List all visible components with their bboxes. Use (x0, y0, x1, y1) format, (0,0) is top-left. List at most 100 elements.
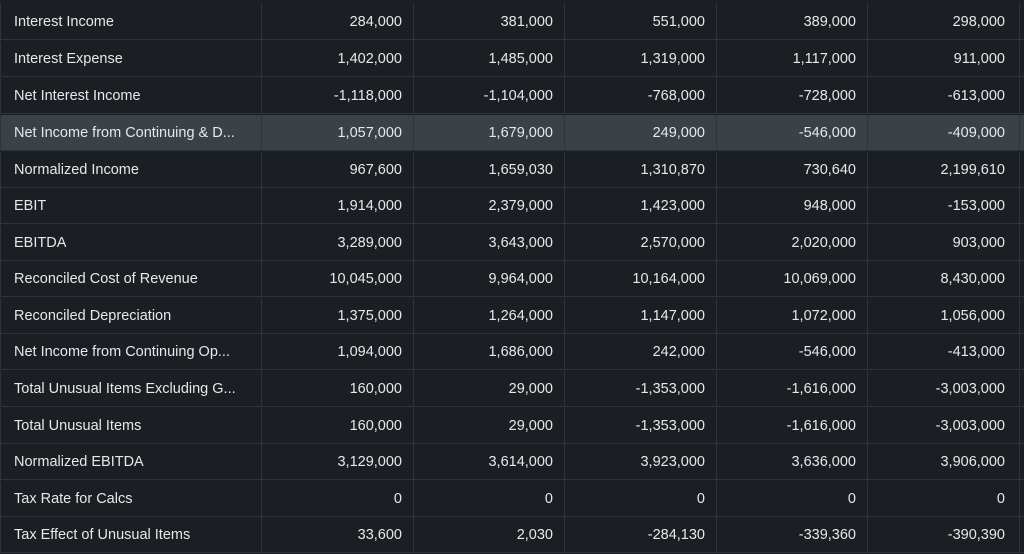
value-cell: 1,264,000 (414, 298, 565, 333)
value-cell: 911,000 (868, 41, 1020, 76)
row-label: Reconciled Depreciation (0, 298, 262, 333)
value-cell: -1,104,000 (414, 78, 565, 113)
row-label: Normalized EBITDA (0, 444, 262, 479)
value-cell: 0 (868, 481, 1020, 516)
row-label: Normalized Income (0, 152, 262, 187)
table-row[interactable]: Net Interest Income -1,118,000 -1,104,00… (0, 78, 1024, 114)
value-cell: -1,616,000 (717, 371, 868, 406)
table-row[interactable]: Tax Effect of Unusual Items 33,600 2,030… (0, 517, 1024, 553)
value-cell: 3,643,000 (414, 225, 565, 260)
table-row[interactable]: Normalized EBITDA 3,129,000 3,614,000 3,… (0, 444, 1024, 480)
value-cell: 381,000 (414, 4, 565, 39)
table-row[interactable]: Normalized Income 967,600 1,659,030 1,31… (0, 152, 1024, 188)
value-cell: 1,072,000 (717, 298, 868, 333)
value-cell: 160,000 (262, 408, 414, 443)
value-cell: -546,000 (717, 334, 868, 369)
value-cell: -413,000 (868, 334, 1020, 369)
value-cell: 1,659,030 (414, 152, 565, 187)
value-cell: -1,616,000 (717, 408, 868, 443)
value-cell: 242,000 (565, 334, 717, 369)
value-cell: 2,030 (414, 517, 565, 552)
value-cell: 33,600 (262, 517, 414, 552)
value-cell: -339,360 (717, 517, 868, 552)
value-cell: 0 (717, 481, 868, 516)
value-cell: 1,094,000 (262, 334, 414, 369)
value-cell: 160,000 (262, 371, 414, 406)
value-cell: 2,199,610 (868, 152, 1020, 187)
value-cell: -3,003,000 (868, 408, 1020, 443)
value-cell: 1,914,000 (262, 188, 414, 223)
value-cell: 1,679,000 (414, 115, 565, 150)
value-cell: -1,118,000 (262, 78, 414, 113)
table-row[interactable]: Total Unusual Items 160,000 29,000 -1,35… (0, 408, 1024, 444)
value-cell: 1,686,000 (414, 334, 565, 369)
value-cell: 1,056,000 (868, 298, 1020, 333)
value-cell: 10,069,000 (717, 261, 868, 296)
row-label: Tax Rate for Calcs (0, 481, 262, 516)
row-label: Net Income from Continuing Op... (0, 334, 262, 369)
value-cell: -728,000 (717, 78, 868, 113)
value-cell: -153,000 (868, 188, 1020, 223)
value-cell: 2,020,000 (717, 225, 868, 260)
value-cell: -546,000 (717, 115, 868, 150)
value-cell: 9,964,000 (414, 261, 565, 296)
value-cell: 3,129,000 (262, 444, 414, 479)
value-cell: 29,000 (414, 371, 565, 406)
row-label: Interest Expense (0, 41, 262, 76)
value-cell: 0 (414, 481, 565, 516)
value-cell: 389,000 (717, 4, 868, 39)
value-cell: 3,636,000 (717, 444, 868, 479)
table-row[interactable]: Interest Expense 1,402,000 1,485,000 1,3… (0, 41, 1024, 77)
value-cell: 1,057,000 (262, 115, 414, 150)
value-cell: 3,923,000 (565, 444, 717, 479)
table-row-highlighted[interactable]: Net Income from Continuing & D... 1,057,… (0, 115, 1024, 151)
table-row[interactable]: Tax Rate for Calcs 0 0 0 0 0 (0, 481, 1024, 517)
table-row[interactable]: Net Income from Continuing Op... 1,094,0… (0, 334, 1024, 370)
value-cell: -284,130 (565, 517, 717, 552)
value-cell: 551,000 (565, 4, 717, 39)
value-cell: -409,000 (868, 115, 1020, 150)
row-label: EBIT (0, 188, 262, 223)
value-cell: 10,164,000 (565, 261, 717, 296)
row-label: Net Interest Income (0, 78, 262, 113)
value-cell: 1,117,000 (717, 41, 868, 76)
row-label: Interest Income (0, 4, 262, 39)
value-cell: 0 (565, 481, 717, 516)
table-row[interactable]: Reconciled Cost of Revenue 10,045,000 9,… (0, 261, 1024, 297)
table-row[interactable]: EBIT 1,914,000 2,379,000 1,423,000 948,0… (0, 188, 1024, 224)
row-label: Net Income from Continuing & D... (0, 115, 262, 150)
value-cell: 3,614,000 (414, 444, 565, 479)
value-cell: 730,640 (717, 152, 868, 187)
value-cell: 29,000 (414, 408, 565, 443)
value-cell: 1,375,000 (262, 298, 414, 333)
value-cell: 284,000 (262, 4, 414, 39)
value-cell: 3,906,000 (868, 444, 1020, 479)
value-cell: 1,310,870 (565, 152, 717, 187)
value-cell: 3,289,000 (262, 225, 414, 260)
row-label: Total Unusual Items Excluding G... (0, 371, 262, 406)
table-row[interactable]: EBITDA 3,289,000 3,643,000 2,570,000 2,0… (0, 225, 1024, 261)
value-cell: 1,402,000 (262, 41, 414, 76)
value-cell: 2,570,000 (565, 225, 717, 260)
value-cell: 8,430,000 (868, 261, 1020, 296)
value-cell: 1,485,000 (414, 41, 565, 76)
row-label: Reconciled Cost of Revenue (0, 261, 262, 296)
table-row[interactable]: Total Unusual Items Excluding G... 160,0… (0, 371, 1024, 407)
value-cell: 10,045,000 (262, 261, 414, 296)
value-cell: 1,319,000 (565, 41, 717, 76)
value-cell: -613,000 (868, 78, 1020, 113)
table-row[interactable]: Reconciled Depreciation 1,375,000 1,264,… (0, 298, 1024, 334)
value-cell: 1,423,000 (565, 188, 717, 223)
value-cell: -390,390 (868, 517, 1020, 552)
value-cell: 948,000 (717, 188, 868, 223)
value-cell: 1,147,000 (565, 298, 717, 333)
value-cell: 967,600 (262, 152, 414, 187)
table-row[interactable]: Interest Income 284,000 381,000 551,000 … (0, 4, 1024, 40)
value-cell: 298,000 (868, 4, 1020, 39)
value-cell: 2,379,000 (414, 188, 565, 223)
row-label: Total Unusual Items (0, 408, 262, 443)
value-cell: -3,003,000 (868, 371, 1020, 406)
value-cell: -768,000 (565, 78, 717, 113)
row-label: Tax Effect of Unusual Items (0, 517, 262, 552)
